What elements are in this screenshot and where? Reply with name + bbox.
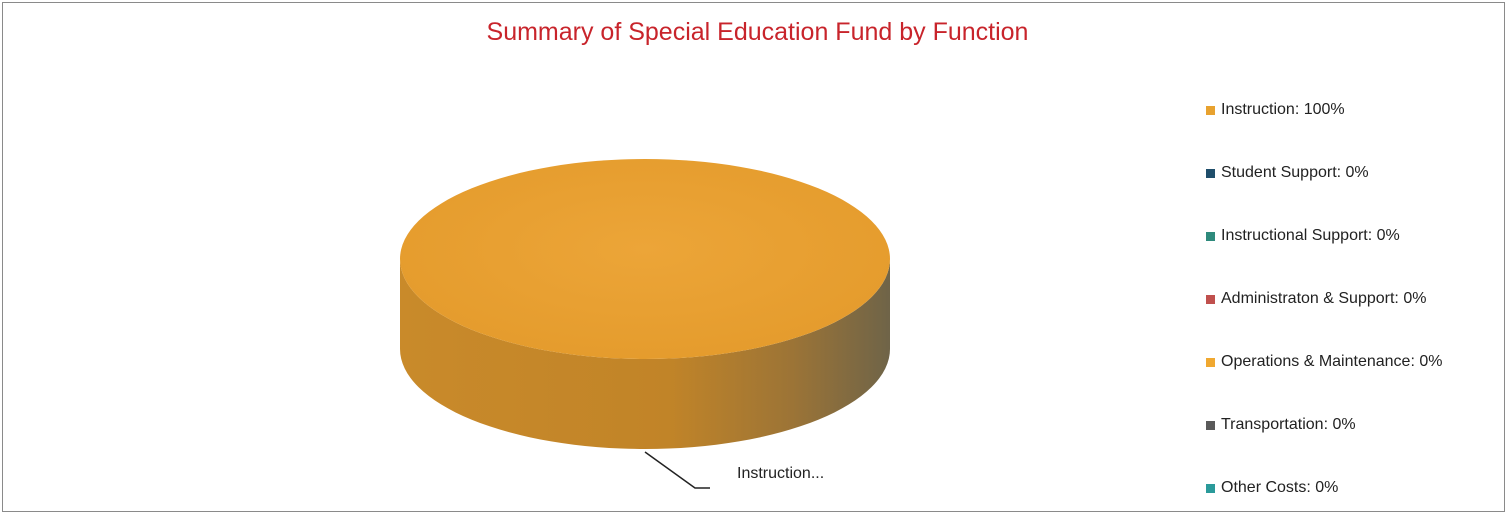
slice-data-label: Instruction... bbox=[737, 465, 825, 482]
callout-line bbox=[644, 451, 710, 489]
legend-label: Operations & Maintenance: 0% bbox=[1221, 353, 1443, 370]
legend-item-transportation: Transportation: 0% bbox=[1206, 415, 1356, 435]
legend-swatch bbox=[1206, 231, 1215, 241]
legend-item-administraton-support: Administraton & Support: 0% bbox=[1206, 289, 1426, 309]
legend-swatch bbox=[1206, 357, 1215, 367]
pie-slice-instruction bbox=[400, 159, 890, 359]
legend-label: Instruction: 100% bbox=[1221, 101, 1345, 118]
legend-label: Instructional Support: 0% bbox=[1221, 227, 1400, 244]
legend-item-other-costs: Other Costs: 0% bbox=[1206, 478, 1338, 498]
pie-slice-side-instruction bbox=[400, 259, 890, 449]
legend-swatch bbox=[1206, 483, 1215, 493]
legend-label: Other Costs: 0% bbox=[1221, 479, 1339, 496]
legend-swatch bbox=[1206, 168, 1215, 178]
legend-item-instructional-support: Instructional Support: 0% bbox=[1206, 226, 1400, 246]
legend-label: Student Support: 0% bbox=[1221, 164, 1369, 181]
legend-item-student-support: Student Support: 0% bbox=[1206, 163, 1369, 183]
legend-swatch bbox=[1206, 420, 1215, 430]
legend-label: Administraton & Support: 0% bbox=[1221, 290, 1427, 307]
chart-title: Summary of Special Education Fund by Fun… bbox=[486, 18, 1029, 46]
legend-label: Transportation: 0% bbox=[1221, 416, 1356, 433]
legend-item-instruction: Instruction: 100% bbox=[1206, 100, 1345, 120]
legend-swatch bbox=[1206, 294, 1215, 304]
legend-swatch bbox=[1206, 105, 1215, 115]
legend-item-operations-maintenance: Operations & Maintenance: 0% bbox=[1206, 352, 1442, 372]
